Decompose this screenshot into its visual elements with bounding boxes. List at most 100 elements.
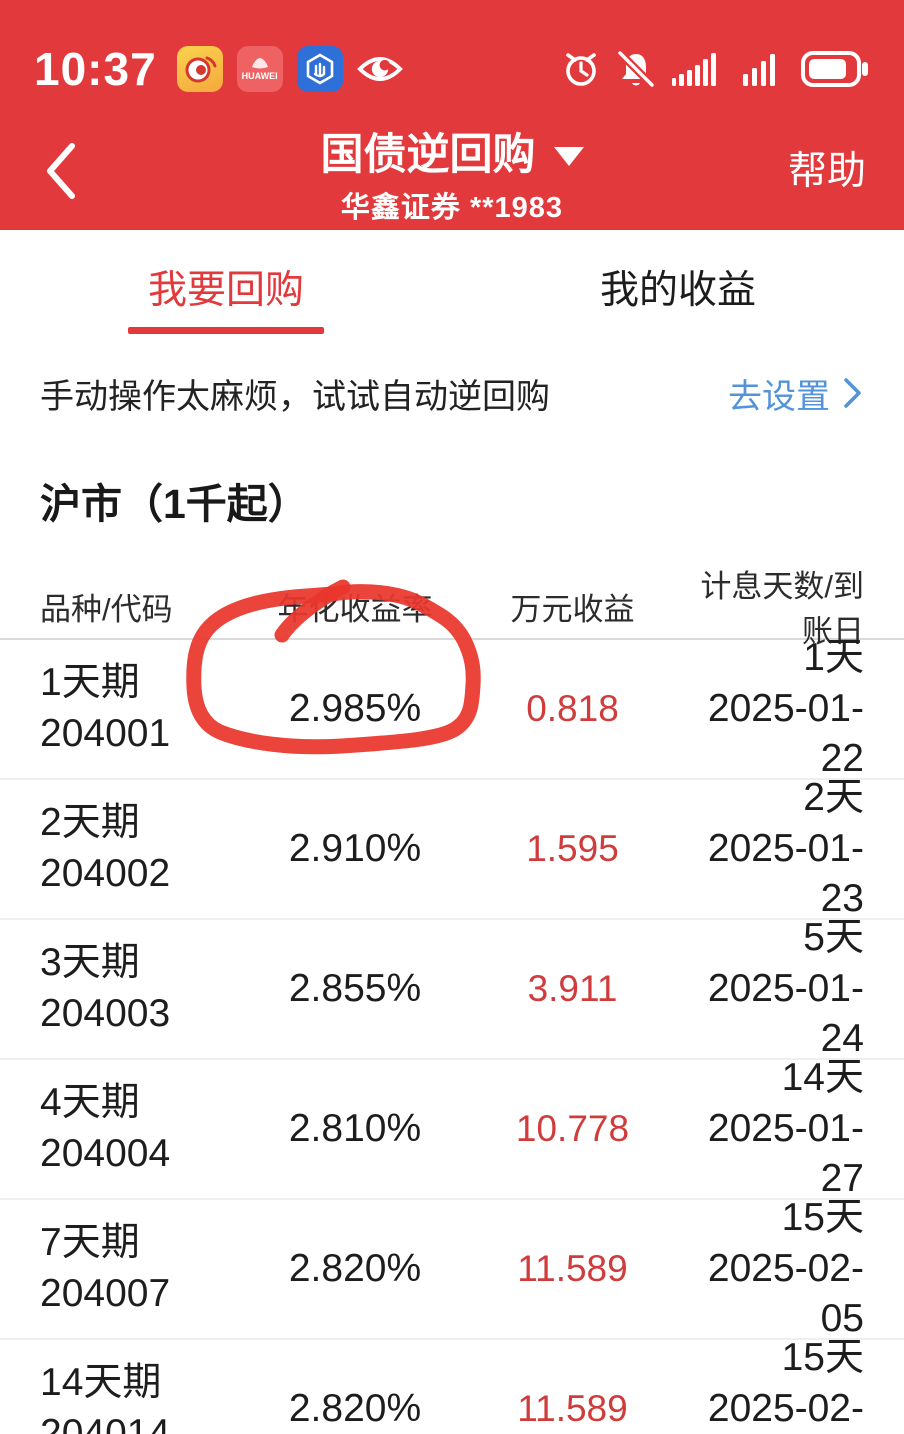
annualized-rate: 2.820% xyxy=(288,1247,422,1290)
yield-per-10k: 1.595 xyxy=(526,828,619,869)
settle-date: 2025-01-27 xyxy=(707,1106,864,1201)
eye-comfort-icon xyxy=(356,46,403,92)
days-date-cell: 1天 2025-01-22 xyxy=(670,633,864,785)
tab-my-earnings-label: 我的收益 xyxy=(599,269,756,312)
table-row[interactable]: 3天期 204003 2.855% 3.911 5天 2025-01-24 xyxy=(0,916,904,1060)
weibo-app-icon xyxy=(176,46,223,92)
product-name: 7天期 xyxy=(40,1221,140,1265)
yield-per-10k: 3.911 xyxy=(527,968,618,1009)
col-header-rate: 年化收益率 xyxy=(277,591,433,627)
table-row[interactable]: 4天期 204004 2.810% 10.778 14天 2025-01-27 xyxy=(0,1056,904,1200)
huawei-petals-glyph xyxy=(251,58,268,69)
battery-icon xyxy=(801,51,868,87)
product-code: 204002 xyxy=(40,852,171,895)
auto-repo-banner: 手动操作太麻烦，试试自动逆回购 去设置 xyxy=(0,350,904,436)
nav-title-block: 国债逆回购 华鑫证券 **1983 xyxy=(0,120,904,226)
rate-table: 1天期 204001 2.985% 0.818 1天 2025-01-22 2天… xyxy=(0,636,904,1434)
settle-date: 2025-02-05 xyxy=(707,1386,864,1430)
help-button[interactable]: 帮助 xyxy=(787,150,866,193)
title-dropdown[interactable]: 国债逆回购 xyxy=(321,120,584,182)
tab-bar: 我要回购 我的收益 xyxy=(0,230,904,344)
product-code: 204003 xyxy=(40,992,171,1035)
col-header-days-date: 计息天数/到账日 xyxy=(700,569,864,649)
signal-sim1-icon xyxy=(672,53,716,86)
nav-bar: 国债逆回购 华鑫证券 **1983 帮助 xyxy=(0,112,904,230)
interest-days: 1天 xyxy=(803,635,864,679)
account-subtitle: 华鑫证券 **1983 xyxy=(340,192,564,224)
yield-per-10k: 11.589 xyxy=(517,1388,628,1429)
interest-days: 15天 xyxy=(781,1195,864,1239)
back-chevron-icon xyxy=(47,143,75,199)
interest-days: 2天 xyxy=(803,775,864,819)
table-row[interactable]: 7天期 204007 2.820% 11.589 15天 2025-02-05 xyxy=(0,1196,904,1340)
alarm-icon xyxy=(566,53,596,86)
product-cell: 14天期 204014 xyxy=(40,1358,235,1434)
status-bar-left: 10:37 HUAWEI xyxy=(34,42,403,96)
settle-date: 2025-02-05 xyxy=(707,1246,864,1341)
table-row[interactable]: 1天期 204001 2.985% 0.818 1天 2025-01-22 xyxy=(0,636,904,780)
tab-repurchase-label: 我要回购 xyxy=(147,269,304,312)
annualized-rate: 2.820% xyxy=(288,1387,422,1430)
back-button[interactable] xyxy=(38,138,86,204)
active-tab-underline xyxy=(128,327,324,334)
yield-per-10k: 10.778 xyxy=(515,1108,630,1149)
product-cell: 3天期 204003 xyxy=(40,938,235,1039)
status-bar-right xyxy=(560,48,870,90)
annualized-rate: 2.810% xyxy=(288,1107,422,1150)
page-title: 国债逆回购 xyxy=(320,131,536,179)
annualized-rate: 2.985% xyxy=(288,687,422,730)
product-code: 204007 xyxy=(40,1272,171,1315)
product-name: 14天期 xyxy=(40,1361,162,1405)
col-header-product: 品种/代码 xyxy=(40,591,173,627)
days-date-cell: 15天 2025-02-05 xyxy=(670,1193,864,1345)
huawei-app-icon: HUAWEI xyxy=(236,46,283,92)
tab-repurchase[interactable]: 我要回购 xyxy=(0,230,452,344)
product-cell: 4天期 204004 xyxy=(40,1078,235,1179)
settle-date: 2025-01-24 xyxy=(707,966,864,1061)
product-cell: 2天期 204002 xyxy=(40,798,235,899)
product-name: 2天期 xyxy=(40,801,140,845)
days-date-cell: 15天 2025-02-05 xyxy=(670,1333,864,1434)
clock-time: 10:37 xyxy=(34,43,157,95)
status-bar: 10:37 HUAWEI xyxy=(0,0,904,112)
gesture-app-icon xyxy=(296,46,343,92)
tab-my-earnings[interactable]: 我的收益 xyxy=(452,230,904,344)
mute-icon xyxy=(617,50,655,88)
product-cell: 7天期 204007 xyxy=(40,1218,235,1319)
settle-date: 2025-01-23 xyxy=(707,826,864,921)
product-code: 204004 xyxy=(40,1132,171,1175)
chevron-down-icon xyxy=(553,146,584,166)
table-row[interactable]: 14天期 204014 2.820% 11.589 15天 2025-02-05 xyxy=(0,1336,904,1434)
product-name: 1天期 xyxy=(40,661,140,705)
days-date-cell: 5天 2025-01-24 xyxy=(670,913,864,1065)
yield-per-10k: 0.818 xyxy=(526,688,619,729)
interest-days: 5天 xyxy=(803,915,864,959)
annualized-rate: 2.855% xyxy=(288,967,422,1010)
hand-hexagon-glyph xyxy=(306,53,333,85)
product-name: 3天期 xyxy=(40,941,140,985)
chevron-right-icon xyxy=(844,378,861,408)
go-settings-label: 去设置 xyxy=(728,377,830,416)
table-header: 品种/代码 年化收益率 万元收益 计息天数/到账日 xyxy=(0,569,904,649)
days-date-cell: 14天 2025-01-27 xyxy=(670,1053,864,1205)
weibo-eye-glyph xyxy=(185,56,217,83)
settle-date: 2025-01-22 xyxy=(707,686,864,781)
product-code: 204001 xyxy=(40,712,171,755)
interest-days: 15天 xyxy=(781,1335,864,1379)
product-name: 4天期 xyxy=(40,1081,140,1125)
signal-sim2-icon xyxy=(743,54,775,86)
yield-per-10k: 11.589 xyxy=(517,1248,628,1289)
eye-glyph xyxy=(356,57,403,81)
product-cell: 1天期 204001 xyxy=(40,658,235,759)
banner-text: 手动操作太麻烦，试试自动逆回购 xyxy=(40,377,550,416)
huawei-app-label: HUAWEI xyxy=(241,71,278,81)
interest-days: 14天 xyxy=(781,1055,864,1099)
annualized-rate: 2.910% xyxy=(288,827,422,870)
product-code: 204014 xyxy=(40,1412,171,1434)
market-section-title: 沪市（1千起） xyxy=(40,481,309,527)
days-date-cell: 2天 2025-01-23 xyxy=(670,773,864,925)
table-row[interactable]: 2天期 204002 2.910% 1.595 2天 2025-01-23 xyxy=(0,776,904,920)
go-settings-link[interactable]: 去设置 xyxy=(728,369,864,418)
col-header-yield: 万元收益 xyxy=(510,591,635,627)
